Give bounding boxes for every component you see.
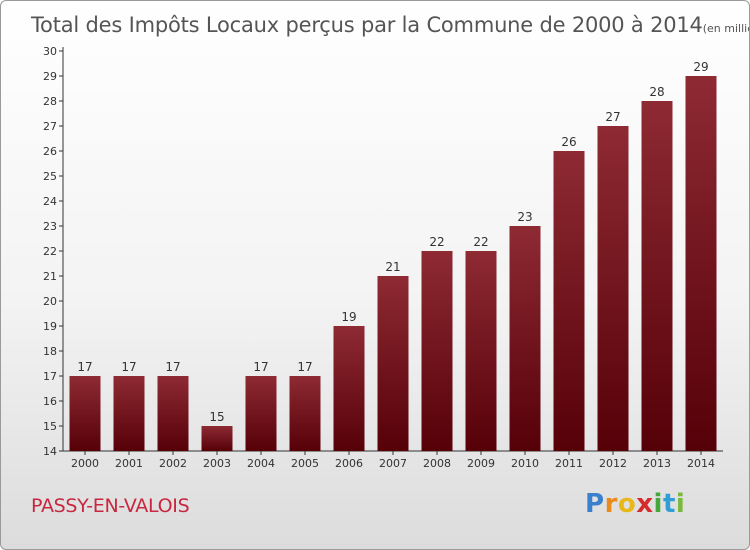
bar <box>69 376 101 451</box>
data-label: 17 <box>165 360 180 374</box>
bar <box>421 251 453 451</box>
proxiti-logo: Proxiti <box>585 489 686 519</box>
x-tick-label: 2003 <box>203 457 231 470</box>
bar <box>553 151 585 451</box>
y-tick-label: 15 <box>43 420 57 433</box>
bar <box>157 376 189 451</box>
x-tick-label: 2010 <box>511 457 539 470</box>
bar <box>509 226 541 451</box>
y-tick-label: 20 <box>43 295 57 308</box>
chart-title-unit: (en milliers d'€) <box>702 22 749 35</box>
bar <box>597 126 629 451</box>
y-tick-label: 21 <box>43 270 57 283</box>
x-tick-label: 2014 <box>687 457 715 470</box>
data-label: 27 <box>605 110 620 124</box>
y-tick-label: 30 <box>43 45 57 58</box>
data-label: 28 <box>649 85 664 99</box>
data-label: 23 <box>517 210 532 224</box>
bar <box>377 276 409 451</box>
bar <box>465 251 497 451</box>
bar <box>245 376 277 451</box>
data-label: 29 <box>693 60 708 74</box>
data-label: 17 <box>77 360 92 374</box>
bar <box>333 326 365 451</box>
x-tick-label: 2009 <box>467 457 495 470</box>
y-tick-label: 23 <box>43 220 57 233</box>
bar <box>113 376 145 451</box>
x-tick-label: 2001 <box>115 457 143 470</box>
x-tick-label: 2004 <box>247 457 275 470</box>
bar <box>201 426 233 451</box>
x-tick-label: 2005 <box>291 457 319 470</box>
data-label: 17 <box>253 360 268 374</box>
x-tick-label: 2007 <box>379 457 407 470</box>
bar <box>685 76 717 451</box>
data-label: 22 <box>473 235 488 249</box>
chart-title: Total des Impôts Locaux perçus par la Co… <box>31 5 749 37</box>
y-tick-label: 16 <box>43 395 57 408</box>
chart-title-main: Total des Impôts Locaux perçus par la Co… <box>31 13 703 37</box>
data-label: 22 <box>429 235 444 249</box>
data-label: 21 <box>385 260 400 274</box>
y-tick-label: 19 <box>43 320 57 333</box>
data-label: 17 <box>121 360 136 374</box>
x-tick-label: 2012 <box>599 457 627 470</box>
y-tick-label: 18 <box>43 345 57 358</box>
y-tick-label: 27 <box>43 120 57 133</box>
data-label: 17 <box>297 360 312 374</box>
bar <box>289 376 321 451</box>
data-label: 19 <box>341 310 356 324</box>
data-label: 26 <box>561 135 576 149</box>
y-tick-label: 14 <box>43 445 57 458</box>
x-tick-label: 2002 <box>159 457 187 470</box>
commune-name: PASSY-EN-VALOIS <box>31 495 190 517</box>
x-tick-label: 2006 <box>335 457 363 470</box>
y-tick-label: 29 <box>43 70 57 83</box>
x-tick-label: 2013 <box>643 457 671 470</box>
y-tick-label: 26 <box>43 145 57 158</box>
y-tick-label: 28 <box>43 95 57 108</box>
y-tick-label: 22 <box>43 245 57 258</box>
y-tick-label: 24 <box>43 195 57 208</box>
y-tick-label: 25 <box>43 170 57 183</box>
data-label: 15 <box>209 410 224 424</box>
x-tick-label: 2011 <box>555 457 583 470</box>
x-tick-label: 2000 <box>71 457 99 470</box>
x-tick-label: 2008 <box>423 457 451 470</box>
y-tick-label: 17 <box>43 370 57 383</box>
bar <box>641 101 673 451</box>
